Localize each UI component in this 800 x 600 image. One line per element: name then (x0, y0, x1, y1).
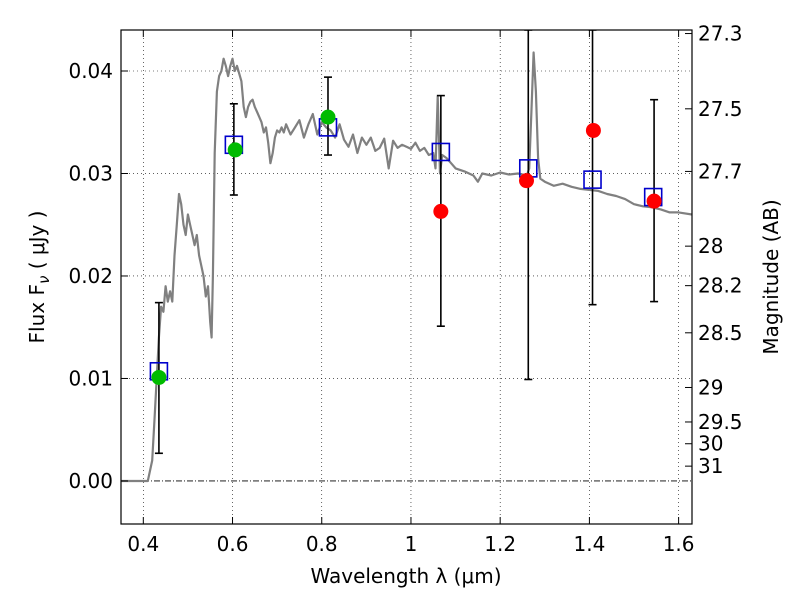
magnitude-axis-label: Magnitude (AB) (759, 199, 783, 354)
y-tick-label: 0.02 (68, 264, 113, 288)
x-tick-label: 1.6 (663, 532, 695, 556)
magnitude-tick-label: 28.2 (698, 274, 743, 298)
y-tick-label: 0.00 (68, 469, 113, 493)
magnitude-tick-label: 30 (698, 432, 723, 456)
magnitude-tick-label: 29.5 (698, 410, 743, 434)
y-axis-label-unit: ( μJy ) (25, 211, 49, 276)
model-flux-square (583, 170, 602, 189)
magnitude-tick-label: 27.3 (698, 22, 743, 46)
plot-frame (120, 29, 693, 525)
detection-point (151, 369, 167, 385)
plot-background (121, 30, 692, 524)
y-tick-label: 0.04 (68, 59, 113, 83)
y-axis-label-main: Flux F (25, 284, 49, 343)
non-detection-point (585, 122, 601, 138)
magnitude-tick-label: 27.5 (698, 97, 743, 121)
y-tick-label: 0.03 (68, 161, 113, 185)
x-tick-label: 0.6 (217, 532, 249, 556)
x-tick-label: 1 (405, 532, 418, 556)
y-tick-label: 0.01 (68, 366, 113, 390)
x-tick-label: 0.8 (306, 532, 338, 556)
non-detection-point (433, 203, 449, 219)
x-tick-label: 1.4 (573, 532, 605, 556)
model-flux-square (431, 142, 451, 162)
non-detection-point (518, 173, 534, 189)
series-layer (121, 30, 692, 483)
magnitude-tick-label: 28 (698, 234, 723, 258)
magnitude-tick-label: 27.7 (698, 159, 743, 183)
non-detection-point (646, 193, 662, 209)
magnitude-tick-label: 28.5 (698, 321, 743, 345)
detection-point (320, 109, 336, 125)
series-group (121, 30, 692, 483)
x-tick-label: 0.4 (127, 532, 159, 556)
detection-point (227, 142, 243, 158)
y-axis: 0.00 0.01 0.02 0.03 0.04 (68, 59, 128, 493)
magnitude-tick-label: 31 (698, 454, 723, 478)
x-tick-label: 1.2 (484, 532, 516, 556)
x-axis-label: Wavelength λ (μm) (310, 564, 501, 588)
y-axis-label-subscript: ν (35, 276, 53, 284)
y-axis-label: Flux Fν ( μJy ) (25, 211, 53, 344)
magnitude-tick-label: 29 (698, 375, 723, 399)
x-axis: 0.4 0.6 0.8 1 1.2 1.4 1.6 (127, 30, 695, 556)
